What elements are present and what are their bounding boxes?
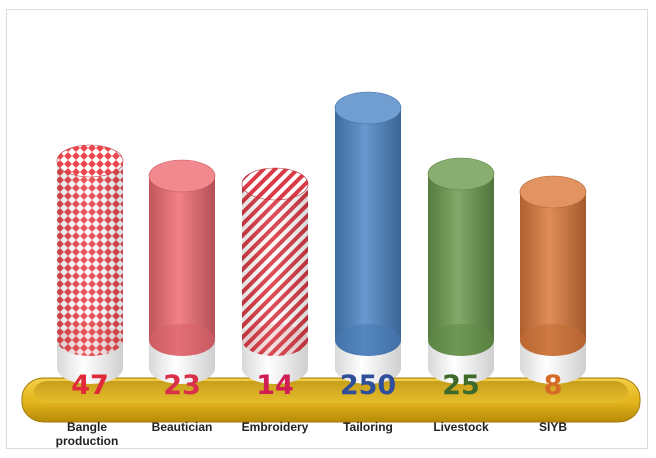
bar-shade: [57, 161, 123, 356]
category-label: Embroidery: [242, 420, 309, 434]
bar-body: [149, 176, 215, 356]
bar-livestock: 25: [427, 157, 495, 401]
bar-body: [520, 192, 586, 356]
bar-embroidery: 14: [241, 167, 309, 401]
data-label: 47: [71, 370, 109, 401]
bar-siyb: 8: [519, 175, 587, 401]
data-label: 23: [163, 370, 201, 401]
data-label: 250: [340, 370, 396, 401]
bar-inner-ellipse: [57, 324, 123, 356]
bar-top-cap: [241, 167, 309, 201]
bar-beautician: 23: [148, 159, 216, 401]
bar-body: [335, 108, 401, 356]
category-label: Beautician: [152, 420, 213, 434]
bar-bangle-production: 47: [56, 144, 124, 401]
category-label: Tailoring: [343, 420, 393, 434]
bar-inner-ellipse: [242, 324, 308, 356]
category-label: Bangle production: [56, 420, 119, 448]
data-label: 25: [442, 370, 480, 401]
category-label: SIYB: [539, 420, 567, 434]
bar-body: [428, 174, 494, 356]
bar-top-cap: [519, 175, 587, 209]
bar-top-cap: [148, 159, 216, 193]
bar-inner-ellipse: [335, 324, 401, 356]
bar-inner-ellipse: [149, 324, 215, 356]
bar-top-cap: [334, 91, 402, 125]
gold-base-inner: [34, 381, 628, 403]
bar-shade: [242, 184, 308, 356]
data-label: 14: [256, 370, 294, 401]
bar-top-cap: [427, 157, 495, 191]
data-label: 8: [544, 370, 563, 401]
bar-inner-ellipse: [520, 324, 586, 356]
bar-top-cap: [56, 144, 124, 178]
bar-inner-ellipse: [428, 324, 494, 356]
category-label: Livestock: [433, 420, 489, 434]
bar-tailoring: 250: [334, 91, 402, 401]
